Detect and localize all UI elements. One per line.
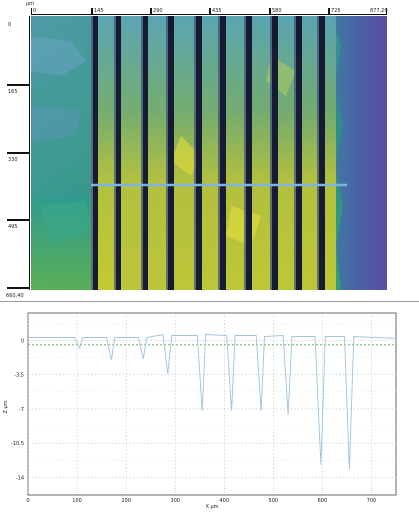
x-tick-label: 200 [121, 498, 131, 504]
x-tick-label: 700 [367, 498, 377, 504]
image-x-tick-mark [328, 8, 330, 15]
y-tick-label: -10,5 [11, 441, 24, 447]
profile-chart-panel: 0 100 200 300 400 500 600 700 0 -3,5 -7 -10,5 -14 Z … [0, 303, 419, 511]
groove-lines [93, 16, 325, 290]
image-x-tick-mark [269, 8, 271, 15]
x-tick-label: 100 [72, 498, 82, 504]
panel-divider [0, 301, 419, 302]
y-tick-label: -3,5 [14, 373, 24, 379]
image-x-tick: 725 [331, 8, 341, 14]
image-x-tick: 290 [153, 8, 163, 14]
image-y-tick: 660,40 [6, 293, 24, 299]
image-x-tick: 435 [212, 8, 222, 14]
x-axis-label: X μm [205, 504, 218, 510]
plot-frame [27, 312, 397, 496]
image-y-tick: 0 [8, 22, 12, 28]
profile-chart: 0 100 200 300 400 500 600 700 0 -3,5 -7 -10,5 -14 Z … [3, 312, 397, 510]
image-y-tick: 330 [8, 157, 18, 163]
image-unit-label: μm [26, 1, 35, 7]
image-y-ruler [29, 16, 30, 290]
profile-series-line [28, 333, 397, 470]
image-y-tick: 495 [8, 224, 18, 230]
x-tick-label: 300 [170, 498, 180, 504]
y-tick-label: -7 [19, 407, 24, 413]
image-y-tick: 165 [8, 89, 18, 95]
image-x-tick-mark [209, 8, 211, 15]
image-x-tick-mark [91, 8, 93, 15]
image-x-tick-mark [150, 8, 152, 15]
y-axis-label: Z μm [3, 400, 9, 413]
image-x-tick: 145 [94, 8, 104, 14]
x-tick-label: 500 [269, 498, 279, 504]
height-map-image [31, 16, 387, 290]
image-x-tick: 580 [272, 8, 282, 14]
image-x-tick-mark [31, 8, 32, 15]
image-y-tick-mark [7, 287, 29, 289]
image-x-tick: 0 [33, 8, 37, 14]
image-x-tick: 877,20 [370, 8, 388, 14]
x-tick-label: 0 [26, 498, 29, 504]
x-tick-label: 600 [318, 498, 328, 504]
x-tick-label: 400 [219, 498, 229, 504]
image-y-tick-mark [7, 219, 29, 221]
image-y-tick-mark [7, 84, 29, 86]
image-x-tick-mark [386, 8, 387, 15]
y-tick-label: 0 [21, 338, 24, 344]
y-tick-label: -14 [16, 475, 24, 481]
image-y-tick-mark [7, 152, 29, 154]
